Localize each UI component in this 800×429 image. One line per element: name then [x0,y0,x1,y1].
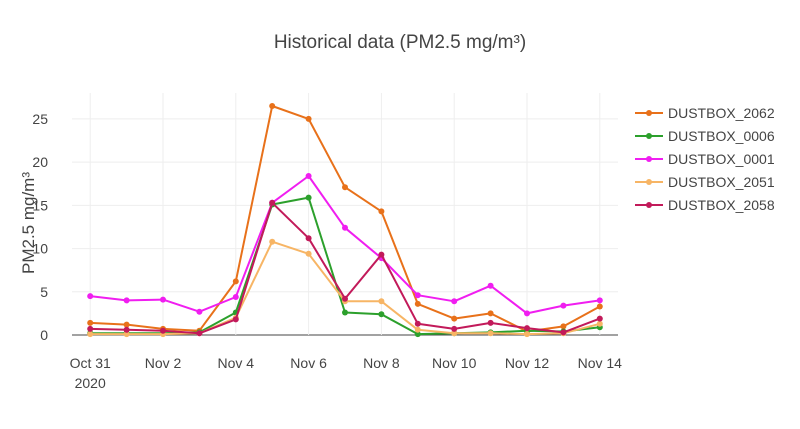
x-tick-label: Nov 8 [363,355,400,371]
y-tick-label: 25 [32,111,48,127]
data-point[interactable] [414,326,421,333]
data-point[interactable] [596,297,603,304]
data-point[interactable] [524,331,530,338]
data-point[interactable] [414,331,421,338]
data-point[interactable] [342,309,348,316]
legend-label: DUSTBOX_2051 [668,174,775,190]
data-point[interactable] [451,298,458,305]
data-point[interactable] [451,315,458,322]
legend-label: DUSTBOX_2062 [668,105,775,121]
x-tick-label: Nov 10 [432,355,477,371]
data-point[interactable] [232,316,239,323]
chart-title: Historical data (PM2.5 mg/m³) [274,32,526,53]
data-point[interactable] [524,325,530,332]
data-point[interactable] [269,238,276,245]
legend-swatch-marker [646,133,652,139]
series-line [90,240,601,336]
legend-swatch-marker [646,110,652,116]
x-tick-sublabel: 2020 [75,375,106,391]
legend-swatch-marker [646,156,652,162]
series-dustbox_2058 [87,199,603,337]
data-point[interactable] [524,310,530,317]
data-point[interactable] [123,331,130,338]
data-point[interactable] [487,310,494,317]
legend-item[interactable]: DUSTBOX_2058 [635,197,775,213]
legend[interactable]: DUSTBOX_2062 DUSTBOX_0006 DUSTBOX_0001 DUST… [635,105,775,213]
legend-swatch-marker [646,179,652,185]
y-tick-label: 20 [32,154,48,170]
legend-item[interactable]: DUSTBOX_0001 [635,151,775,167]
data-point[interactable] [87,293,94,300]
data-point[interactable] [196,330,203,337]
x-tick-label: Nov 6 [290,355,327,371]
data-point[interactable] [487,282,494,289]
x-tick-label: Oct 31 [70,355,111,371]
data-point[interactable] [269,199,276,206]
legend-item[interactable]: DUSTBOX_0006 [635,128,775,144]
data-point[interactable] [560,302,567,309]
data-point[interactable] [305,173,312,179]
data-point[interactable] [160,327,166,334]
legend-swatch-marker [646,202,652,208]
y-axis-title: PM2.5 mg/m³ [19,172,38,274]
data-point[interactable] [160,296,166,303]
data-point[interactable] [87,331,94,338]
data-point[interactable] [196,308,203,315]
data-point[interactable] [342,184,348,191]
data-point[interactable] [342,295,348,302]
data-point[interactable] [560,323,567,330]
series-dustbox_2051 [87,238,603,338]
data-point[interactable] [87,319,94,326]
data-point[interactable] [596,303,603,310]
series-lines [87,103,603,338]
data-point[interactable] [305,235,312,242]
data-point[interactable] [487,319,494,326]
series-line [90,175,600,315]
data-point[interactable] [232,294,239,300]
x-axis-ticks: Oct 31 2020 Nov 2 Nov 4 Nov 6 Nov 8 Nov 10 Nov … [70,355,623,391]
data-point[interactable] [560,329,567,336]
data-point[interactable] [451,330,458,337]
data-point[interactable] [305,194,312,201]
data-point[interactable] [305,115,312,122]
data-point[interactable] [378,251,385,258]
x-tick-label: Nov 2 [145,355,182,371]
data-point[interactable] [123,297,130,304]
legend-item[interactable]: DUSTBOX_2062 [635,105,775,121]
data-point[interactable] [305,250,312,257]
x-tick-label: Nov 12 [505,355,550,371]
legend-label: DUSTBOX_0001 [668,151,775,167]
y-axis-ticks: 0 5 10 15 20 25 [32,111,48,343]
data-point[interactable] [123,326,130,333]
x-tick-label: Nov 14 [578,355,623,371]
data-point[interactable] [232,278,239,285]
y-tick-label: 5 [40,284,48,300]
data-point[interactable] [378,208,385,215]
data-point[interactable] [87,325,94,332]
gridlines [72,93,618,336]
legend-label: DUSTBOX_2058 [668,197,775,213]
data-point[interactable] [487,330,494,337]
data-point[interactable] [414,300,421,307]
y-tick-label: 15 [32,197,48,213]
y-tick-label: 10 [32,241,48,257]
legend-item[interactable]: DUSTBOX_2051 [635,174,775,190]
y-tick-label: 0 [40,327,48,343]
data-point[interactable] [342,224,348,231]
data-point[interactable] [451,325,458,332]
x-tick-label: Nov 4 [218,355,255,371]
data-point[interactable] [414,292,421,299]
series-dustbox_0001 [87,173,603,317]
data-point[interactable] [123,321,130,328]
data-point[interactable] [378,311,385,318]
legend-label: DUSTBOX_0006 [668,128,775,144]
data-point[interactable] [378,298,385,305]
data-point[interactable] [596,315,603,322]
data-point[interactable] [269,103,276,109]
data-point[interactable] [414,320,421,327]
data-point[interactable] [596,320,603,327]
